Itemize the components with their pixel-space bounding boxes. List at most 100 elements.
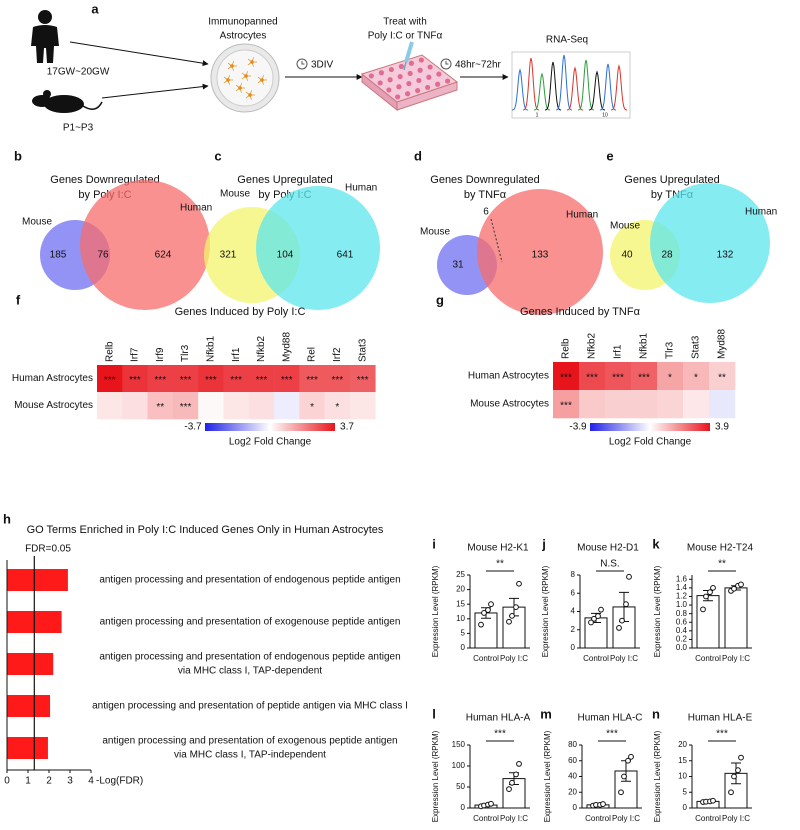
y-axis-title: Expression Level (RPKM) (431, 565, 440, 657)
heatmap-cell (97, 392, 123, 420)
data-point (481, 610, 487, 616)
y-axis-title: Expression Level (RPKM) (543, 730, 552, 822)
data-point (628, 753, 634, 760)
venn-set (650, 183, 770, 303)
gene-label: Rel (307, 347, 318, 362)
gene-label: Tlr3 (665, 341, 676, 359)
y-tick-label: 80 (568, 740, 577, 749)
panel-label: j (541, 536, 546, 551)
row-label: Mouse Astrocytes (14, 400, 93, 411)
bar (7, 653, 54, 675)
heatmap-cell (709, 362, 736, 391)
panel-title: Mouse H2-K1 (467, 543, 529, 554)
term-label: via MHC class I, TAP-independent (174, 750, 326, 761)
bar (696, 595, 720, 649)
significance-stars: *** (638, 373, 650, 384)
panel-label: k (652, 536, 660, 551)
treatment-label: Treat with (383, 17, 427, 28)
heatmap-cell (223, 365, 250, 393)
venn-count: 28 (661, 250, 673, 261)
data-point (598, 606, 604, 613)
y-tick-label: 4 (571, 607, 576, 616)
y-tick-label: 10 (456, 614, 465, 623)
venn-count: 185 (50, 250, 67, 261)
x-tick-label: 2 (46, 776, 52, 787)
y-tick-label: 6 (571, 588, 576, 597)
significance-label: ** (496, 559, 504, 570)
significance-stars: *** (357, 375, 369, 386)
heatmap-cell (553, 390, 580, 419)
venn-set (256, 186, 380, 310)
gene-label: Nfkb2 (256, 335, 267, 362)
venn-set-label: Human (180, 203, 212, 214)
panel-label: i (432, 536, 436, 551)
panel-label: n (652, 706, 660, 721)
row-label: Human Astrocytes (468, 371, 549, 382)
heatmap-title: Genes Induced by TNFα (520, 306, 641, 318)
y-tick-label: 0 (571, 643, 576, 652)
heatmap-cell (324, 365, 351, 393)
well (368, 73, 374, 79)
gene-label: Relb (561, 338, 572, 359)
y-tick-label: 1.6 (676, 574, 688, 583)
heatmap-cell (631, 390, 658, 419)
trace-peak (522, 57, 540, 111)
trace-peak (555, 54, 573, 111)
y-tick-label: 20 (568, 787, 577, 796)
colorbar-label: 3.9 (715, 422, 729, 433)
gene-label: Nfkb2 (587, 332, 598, 359)
data-point (506, 786, 512, 792)
venn-set-label: Human (345, 183, 377, 194)
x-tick-label: 0 (4, 776, 10, 787)
well (398, 63, 404, 70)
panel-label: m (540, 706, 552, 721)
heatmap-cell (350, 392, 376, 420)
term-label: antigen processing and presentation of p… (92, 701, 408, 712)
gene-label: Nfkb1 (639, 332, 650, 359)
heatmap-title: Genes Induced by Poly I:C (175, 306, 306, 318)
well (405, 91, 411, 97)
data-point (588, 619, 594, 626)
data-point (621, 773, 627, 780)
heatmap-cell (631, 362, 658, 391)
data-point (513, 604, 519, 611)
y-tick-label: 20 (678, 740, 687, 749)
bar (7, 737, 48, 759)
venn-count: 641 (337, 250, 354, 261)
well (387, 77, 393, 83)
data-point (478, 621, 484, 628)
panel-title: Mouse H2-T24 (687, 543, 754, 554)
x-tick-label: Control (473, 654, 499, 663)
gene-label: Irf1 (613, 344, 624, 359)
panel-label: a (91, 1, 99, 16)
bar (7, 695, 51, 717)
y-tick-label: 1.2 (676, 592, 688, 601)
row-label: Human Astrocytes (12, 373, 93, 384)
heatmap-cell (553, 362, 580, 391)
y-tick-label: 40 (568, 772, 577, 781)
heatmap-cell (198, 392, 224, 420)
x-tick-label: Control (695, 654, 721, 663)
heatmap-cell (248, 392, 275, 420)
venn-count: 321 (220, 250, 237, 261)
significance-stars: *** (306, 375, 318, 386)
heatmap-cell (683, 390, 710, 419)
y-tick-label: 0 (461, 803, 466, 812)
heatmap-cell (223, 392, 250, 420)
y-tick-label: 0.8 (676, 609, 688, 618)
x-tick-label: Poly I:C (500, 814, 528, 823)
x-tick-label: Control (695, 814, 721, 823)
data-point (625, 757, 631, 764)
x-tick-label: Poly I:C (500, 654, 528, 663)
venn-set-label: Mouse (420, 227, 450, 238)
data-point (703, 593, 709, 600)
y-tick-label: 10 (678, 772, 687, 781)
venn-set-label: Human (566, 210, 598, 221)
significance-stars: *** (205, 375, 217, 386)
panel-label: l (432, 706, 436, 721)
data-point (509, 779, 515, 786)
well (395, 94, 401, 100)
gene-label: Myd88 (717, 329, 728, 359)
heatmap-cell (605, 390, 632, 419)
human-icon (38, 10, 52, 24)
